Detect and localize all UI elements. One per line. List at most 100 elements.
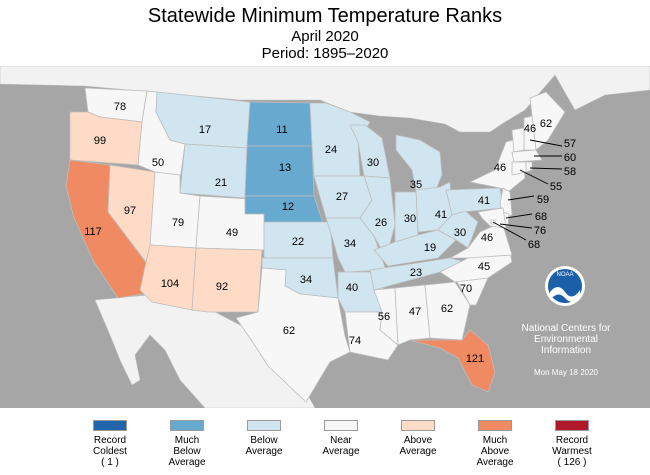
rank-label-nd: 11 (276, 124, 287, 136)
rank-label-nv: 97 (124, 205, 136, 217)
rank-label-or: 99 (94, 135, 106, 147)
rank-label-wi: 30 (367, 157, 379, 169)
rank-label-ca: 117 (84, 226, 102, 238)
legend-label: Below Average (245, 435, 283, 457)
rank-label-sd: 13 (279, 162, 291, 174)
noaa-date: Mon May 18 2020 (533, 368, 599, 377)
rank-label-ia: 27 (336, 191, 348, 203)
legend-swatch (401, 420, 435, 431)
legend-label: Record Warmest ( 126 ) (552, 435, 592, 468)
rank-label-ms: 56 (378, 311, 390, 323)
noaa-org: National Centers for Environmental Infor… (521, 323, 611, 356)
rank-label-co: 49 (226, 227, 238, 239)
legend-item-much-below: Much Below Average (147, 420, 227, 468)
rank-label-mo: 34 (344, 238, 356, 250)
legend-item-record-warmest: Record Warmest ( 126 ) (532, 420, 612, 468)
legend-swatch (93, 420, 127, 431)
rank-label-ma: 60 (564, 152, 576, 164)
rank-label-nm: 92 (216, 281, 228, 293)
state-labels: 78 99 117 97 50 17 21 79 49 104 92 11 13 12 22 34 62 24 27… (84, 101, 576, 365)
state-ga (424, 281, 471, 341)
state-mt (155, 91, 251, 149)
rank-label-ct: 55 (550, 181, 562, 193)
state-md (477, 207, 507, 229)
legend-item-below: Below Average (224, 420, 304, 457)
noaa-logo-text: NOAA (556, 272, 573, 278)
noaa-credit: National Centers for Environmental Infor… (508, 312, 624, 378)
rank-label-nj: 59 (537, 194, 549, 206)
rank-label-ga: 62 (441, 303, 453, 315)
rank-label-wa: 78 (114, 101, 126, 113)
rank-label-wy: 21 (215, 177, 227, 189)
rank-label-in: 30 (404, 213, 416, 225)
rank-label-ne: 12 (282, 201, 294, 213)
state-nm (191, 247, 263, 313)
legend-item-above: Above Average (378, 420, 458, 457)
northeast-leader-lines (492, 139, 563, 241)
legend-item-near: Near Average (301, 420, 381, 457)
rank-label-wv: 30 (454, 227, 466, 239)
map-subtitle: April 2020 (291, 28, 359, 45)
legend-swatch (478, 420, 512, 431)
state-fl (409, 329, 496, 393)
legend-label: Much Above Average (476, 435, 514, 468)
state-ri (525, 161, 533, 173)
legend-label: Near Average (322, 435, 360, 457)
rank-label-ri: 58 (564, 166, 576, 178)
leader-line-nj (507, 195, 535, 201)
rank-label-nh: 57 (564, 138, 576, 150)
legend-label: Above Average (399, 435, 437, 457)
state-il (359, 175, 396, 260)
state-al (394, 284, 431, 346)
state-ms (373, 287, 399, 346)
legend-swatch (170, 420, 204, 431)
legend-swatch (555, 420, 589, 431)
rank-label-me: 62 (540, 118, 552, 130)
rank-label-oh: 41 (435, 209, 447, 221)
rank-label-ut: 79 (172, 217, 184, 229)
rank-label-al: 47 (409, 306, 421, 318)
rank-label-pa: 41 (478, 195, 490, 207)
rank-label-nc: 45 (478, 261, 490, 273)
legend-swatch (324, 420, 358, 431)
rank-label-az: 104 (161, 278, 179, 290)
leader-line-nh (529, 139, 563, 147)
leader-line-dc (492, 221, 527, 241)
rank-label-mn: 24 (325, 144, 337, 156)
legend-item-much-above: Much Above Average (455, 420, 535, 468)
rank-label-de: 68 (535, 211, 547, 223)
rank-label-ok: 34 (300, 274, 312, 286)
leader-line-md (499, 223, 533, 229)
state-wy (179, 143, 248, 199)
canada-landmass (0, 66, 650, 133)
rank-label-md: 76 (534, 225, 546, 237)
rank-label-ny: 46 (494, 162, 506, 174)
rank-label-fl: 121 (466, 353, 484, 365)
map-period: Period: 1895–2020 (261, 45, 389, 62)
rank-label-ar: 40 (346, 282, 358, 294)
rank-label-ky: 19 (424, 242, 436, 254)
leader-line-de (505, 213, 533, 219)
state-pa (445, 187, 504, 216)
us-state-map: 78 99 117 97 50 17 21 79 49 104 92 11 13 12 22 34 62 24 27… (0, 66, 650, 408)
rank-label-sc: 70 (460, 283, 472, 295)
rank-label-va: 46 (481, 232, 493, 244)
noaa-logo: NOAA (545, 266, 585, 306)
rank-label-tx: 62 (283, 325, 295, 337)
title-block: Statewide Minimum Temperature Ranks Apri… (0, 4, 650, 62)
rank-label-id: 50 (152, 157, 164, 169)
state-shapes (65, 87, 566, 403)
leader-line-ct (519, 169, 549, 185)
rank-label-tn: 23 (410, 267, 422, 279)
rank-label-mi: 35 (410, 179, 422, 191)
legend: Record Coldest ( 1 ) Much Below Average Be… (0, 420, 650, 475)
rank-label-mt: 17 (199, 124, 211, 136)
rank-label-il: 26 (375, 217, 387, 229)
legend-swatch (247, 420, 281, 431)
rank-label-ks: 22 (292, 236, 304, 248)
state-tx (235, 267, 351, 403)
legend-label: Much Below Average (168, 435, 206, 468)
legend-label: Record Coldest ( 1 ) (93, 435, 127, 468)
state-vt (511, 127, 525, 153)
map-area: 78 99 117 97 50 17 21 79 49 104 92 11 13 12 22 34 62 24 27… (0, 66, 650, 408)
